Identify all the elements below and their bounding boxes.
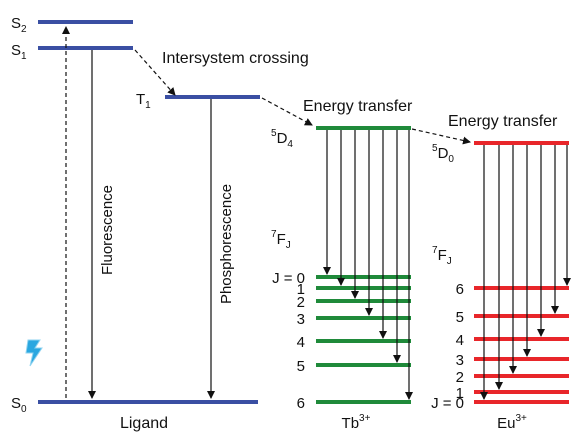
eu-level-label-4: 2	[456, 369, 464, 386]
tb-level-label-4: 4	[297, 334, 305, 351]
energy-transfer-arrow-eu	[411, 128, 471, 145]
t1-label: T1	[136, 91, 151, 111]
eu-5d0-label: 5D0	[432, 143, 454, 165]
energy-transfer-arrow-tb	[261, 97, 313, 126]
intersystem-crossing-label: Intersystem crossing	[162, 50, 309, 67]
s2-label: S2	[11, 15, 27, 35]
eu-level-label-0: 6	[456, 281, 464, 298]
tb-level-label-1: 1	[297, 281, 305, 298]
s0-label: S0	[11, 395, 27, 415]
tb-7fj-label: 7FJ	[271, 229, 291, 251]
eu-level-label-6: J = 0	[431, 395, 464, 412]
eu-level-label-2: 4	[456, 332, 464, 349]
phosphorescence-label: Phosphorescence	[218, 184, 235, 304]
tb-emission-arrows	[323, 130, 413, 400]
intersystem-crossing-arrow	[134, 49, 176, 96]
ligand-levels	[38, 20, 260, 404]
eu-ion-label: Eu3+	[497, 413, 527, 432]
tb-ion-label: Tb3+	[342, 413, 371, 432]
eu-level-label-3: 3	[456, 352, 464, 369]
energy-transfer-label-tb: Energy transfer	[303, 98, 413, 115]
eu-emission-arrows	[480, 145, 571, 400]
s1-label: S1	[11, 42, 27, 62]
eu-level-label-1: 5	[456, 309, 464, 326]
tb-level-label-2: 2	[297, 294, 305, 311]
energy-transfer-label-eu: Energy transfer	[448, 113, 558, 130]
fluorescence-label: Fluorescence	[99, 185, 116, 275]
ligand-label: Ligand	[120, 415, 168, 432]
lightning-bolt-icon	[25, 339, 43, 367]
eu-level-label-5: 1	[456, 385, 464, 402]
tb-level-label-3: 3	[297, 311, 305, 328]
eu-7fj-label: 7FJ	[432, 245, 452, 267]
tb-5d4-label: 5D4	[271, 128, 293, 150]
tb-level-label-6: 6	[297, 395, 305, 412]
tb-level-label-5: 5	[297, 358, 305, 375]
tb-level-label-0: J = 0	[272, 270, 305, 287]
